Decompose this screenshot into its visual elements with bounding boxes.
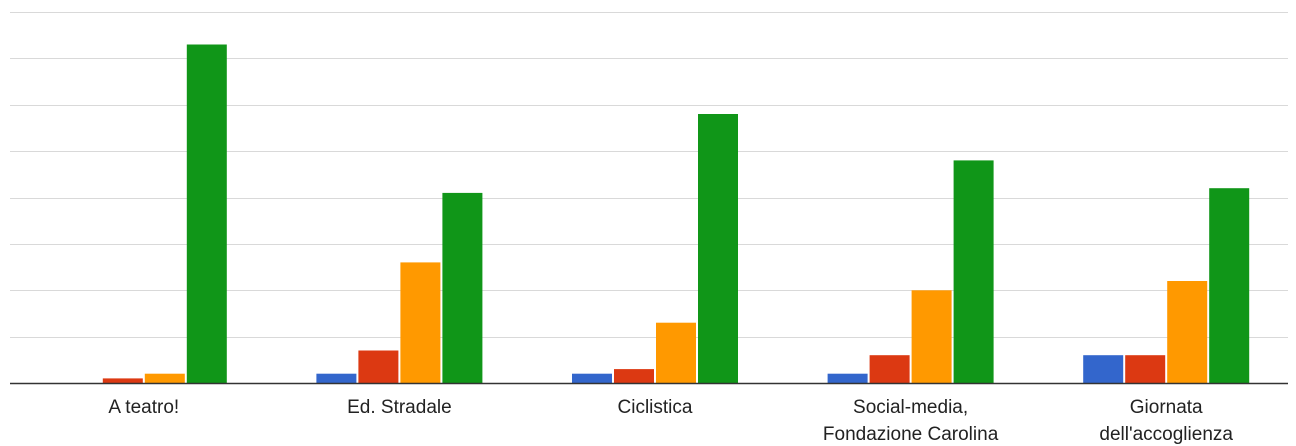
bar: [186, 44, 227, 383]
x-tick-label-line: Ciclistica: [618, 397, 693, 418]
bar: [614, 369, 654, 383]
x-tick-label-line: Social-media,: [853, 397, 968, 418]
x-tick-labels: A teatro! Ed. Stradale Ciclistica Social-me…: [108, 397, 1233, 445]
bar: [572, 373, 612, 383]
bar: [102, 378, 143, 383]
x-tick-label-line: A teatro!: [108, 397, 179, 418]
bar: [358, 350, 399, 383]
bar: [1083, 355, 1124, 383]
bar: [442, 192, 483, 383]
bar: [869, 355, 910, 383]
bar: [1125, 355, 1166, 383]
bar: [400, 262, 441, 383]
x-tick-label: Ed. Stradale: [347, 397, 452, 418]
bar: [698, 114, 738, 383]
bar: [1167, 281, 1208, 383]
x-tick-label: A teatro!: [108, 397, 179, 418]
x-tick-label-line: Fondazione Carolina: [823, 424, 999, 445]
x-tick-label: Giornata dell'accoglienza: [1099, 397, 1233, 445]
bar: [827, 373, 868, 383]
x-tick-label-line: Ed. Stradale: [347, 397, 452, 418]
x-tick-label: Social-media, Fondazione Carolina: [823, 397, 999, 445]
x-tick-label: Ciclistica: [618, 397, 693, 418]
bar-marks: [102, 44, 1250, 384]
bar: [911, 290, 952, 384]
bar: [316, 373, 357, 383]
bar: [953, 160, 994, 383]
x-tick-label-line: dell'accoglienza: [1099, 424, 1233, 445]
x-tick-label-line: Giornata: [1130, 397, 1203, 418]
bar: [656, 322, 696, 383]
bar: [144, 373, 185, 383]
bar: [1209, 188, 1250, 383]
